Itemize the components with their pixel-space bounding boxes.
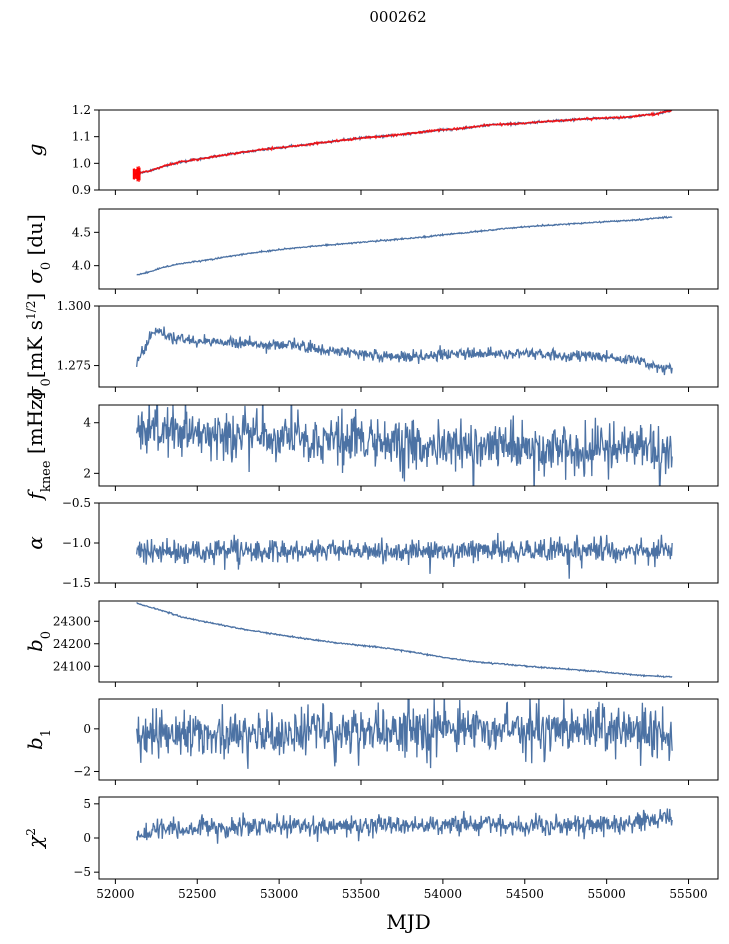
xtick-label: 54000 bbox=[424, 887, 462, 901]
ytick-label: −1.5 bbox=[62, 576, 91, 590]
ytick-label: 1.1 bbox=[72, 130, 91, 144]
ytick-label: 5 bbox=[83, 797, 91, 811]
xtick-label: 52000 bbox=[96, 887, 134, 901]
panel-b0: 24100 24200 24300 b0 bbox=[23, 600, 719, 687]
ytick-label: −5 bbox=[73, 865, 91, 879]
axes-frame-chi2 bbox=[98, 796, 719, 880]
ytick-label: 1.300 bbox=[57, 299, 91, 313]
axes-frame-b1 bbox=[98, 698, 719, 781]
series-line-chi2 bbox=[136, 808, 673, 844]
series-line-sigma0_du bbox=[136, 215, 673, 276]
series-line-sigma0_mk bbox=[136, 326, 673, 376]
ytick-label: −1.0 bbox=[62, 536, 91, 550]
ytick-label: 24200 bbox=[53, 637, 91, 651]
series-line-b0 bbox=[136, 601, 673, 679]
panel-sigma0_du: 4.0 4.5 σ0 [du] bbox=[23, 208, 719, 294]
ylabel-chi2: χ2 bbox=[23, 828, 47, 850]
ytick-label: 1.275 bbox=[57, 359, 91, 373]
panels: 0.9 1.0 1.1 1.2 g 4.0 4.5 σ0 [du] 1.275 1.300σ0[m… bbox=[23, 103, 719, 934]
ytick-label: 1.0 bbox=[72, 156, 91, 170]
ytick-label: 1.2 bbox=[72, 103, 91, 117]
axes-frame-alpha bbox=[98, 502, 719, 584]
ylabel-b1: b1 bbox=[23, 729, 54, 750]
xtick-label: 55000 bbox=[588, 887, 626, 901]
ytick-label: 24100 bbox=[53, 659, 91, 673]
ytick-label: 4.5 bbox=[72, 225, 91, 239]
ytick-label: 0 bbox=[83, 831, 91, 845]
series-line-fknee bbox=[136, 405, 673, 486]
axes-frame-g bbox=[98, 109, 719, 191]
ylabel-fknee: fknee [mHz] bbox=[23, 392, 54, 502]
xtick-label: 55500 bbox=[669, 887, 707, 901]
ylabel-g: g bbox=[23, 144, 47, 157]
xtick-label: 52500 bbox=[178, 887, 216, 901]
ytick-label: 2 bbox=[83, 466, 91, 480]
ytick-label: 0.9 bbox=[72, 183, 91, 197]
xtick-label: 53500 bbox=[342, 887, 380, 901]
axes-frame-fknee bbox=[98, 404, 719, 487]
axes-frame-sigma0_du bbox=[98, 208, 719, 290]
ytick-label: 4 bbox=[83, 416, 91, 430]
series-line-alpha bbox=[136, 532, 673, 579]
axes-frame-b0 bbox=[98, 600, 719, 683]
axes-frame-sigma0_mk bbox=[98, 305, 719, 388]
series-line-b1 bbox=[136, 699, 673, 769]
ylabel-alpha: α bbox=[23, 536, 47, 550]
panel-g: 0.9 1.0 1.1 1.2 g bbox=[23, 103, 719, 197]
xtick-label: 53000 bbox=[260, 887, 298, 901]
ytick-label: 24300 bbox=[53, 614, 91, 628]
overlay-line-g bbox=[134, 110, 673, 176]
panel-alpha: −1.5 −1.0 −0.5 α bbox=[23, 496, 719, 590]
panel-chi2: −5 0 5 52000 52500 53000 53500 54000 54500 55000 5… bbox=[23, 796, 719, 934]
ytick-label: 4.0 bbox=[72, 259, 91, 273]
ylabel-sigma0_du: σ0 [du] bbox=[23, 214, 54, 284]
ytick-label: −2 bbox=[73, 764, 91, 778]
xlabel: MJD bbox=[386, 910, 431, 934]
figure-title: 000262 bbox=[369, 8, 426, 26]
ytick-label: −0.5 bbox=[62, 496, 91, 510]
xtick-label: 54500 bbox=[506, 887, 544, 901]
ylabel-sigma0_mk: σ0[mK s1/2] bbox=[23, 293, 54, 400]
ylabel-b0: b0 bbox=[23, 631, 54, 652]
ytick-label: 0 bbox=[83, 722, 91, 736]
panel-fknee: 2 4 fknee [mHz] bbox=[23, 392, 719, 502]
panel-b1: −2 0 b1 bbox=[23, 698, 719, 785]
